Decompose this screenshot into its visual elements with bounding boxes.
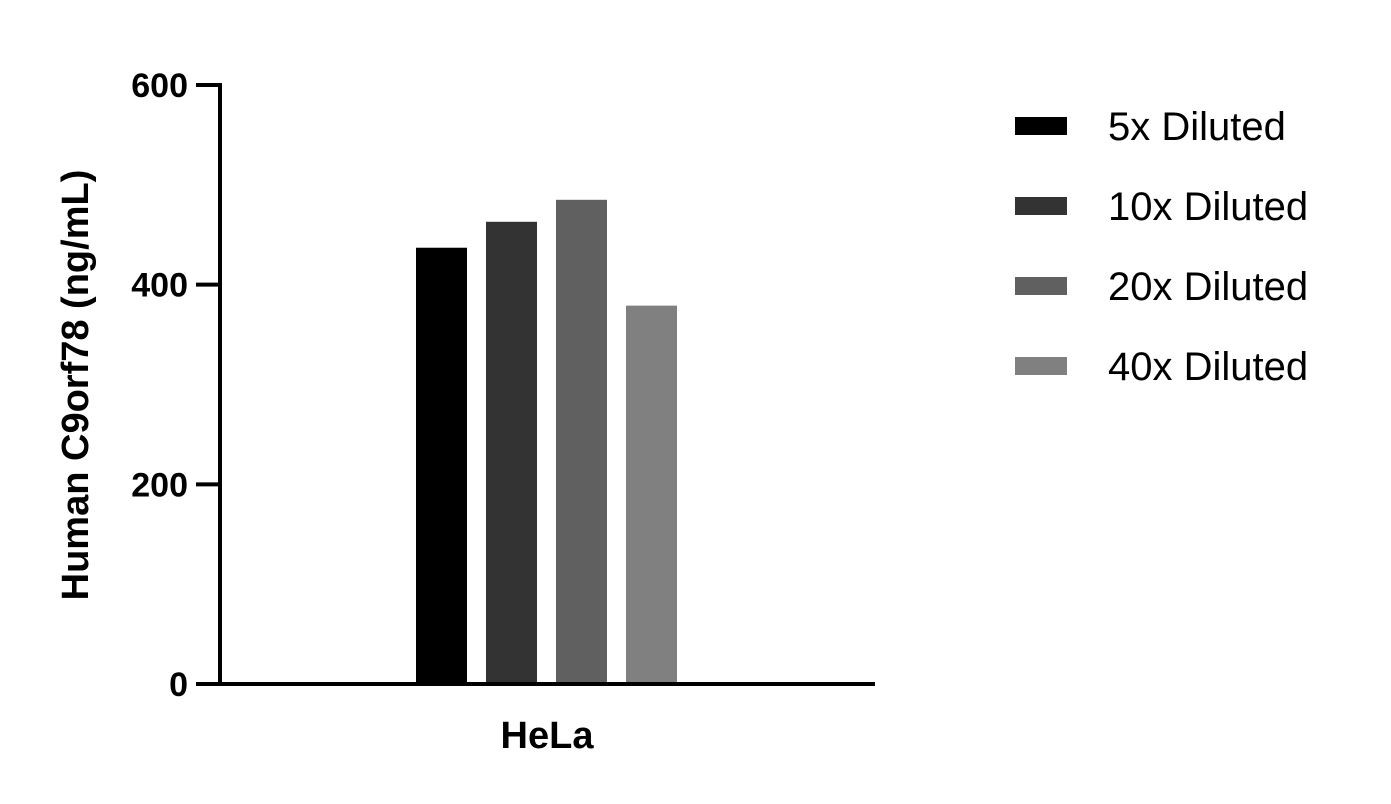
- y-tick-label: 400: [131, 267, 188, 305]
- y-tick-label: 600: [131, 67, 188, 105]
- legend-swatch: [1015, 277, 1067, 295]
- category-label: HeLa: [501, 715, 595, 757]
- legend-label: 20x Diluted: [1108, 265, 1308, 309]
- legend-swatch: [1015, 197, 1067, 215]
- legend-label: 10x Diluted: [1108, 185, 1308, 229]
- y-axis-label: Human C9orf78 (ng/mL): [55, 170, 97, 601]
- bar-5x-diluted: [416, 247, 467, 684]
- y-tick-label: 0: [169, 666, 188, 704]
- y-ticks: 0 200 400 600: [131, 67, 220, 704]
- legend-label: 40x Diluted: [1108, 345, 1308, 389]
- bars: [416, 199, 677, 684]
- legend-swatch: [1015, 357, 1067, 375]
- legend-swatch: [1015, 117, 1067, 135]
- bar-20x-diluted: [556, 199, 607, 684]
- legend: 5x Diluted 10x Diluted 20x Diluted 40x Dilu…: [1015, 105, 1308, 389]
- legend-label: 5x Diluted: [1108, 105, 1286, 149]
- y-tick-label: 200: [131, 466, 188, 504]
- bar-10x-diluted: [486, 221, 537, 684]
- bar-40x-diluted: [626, 305, 677, 684]
